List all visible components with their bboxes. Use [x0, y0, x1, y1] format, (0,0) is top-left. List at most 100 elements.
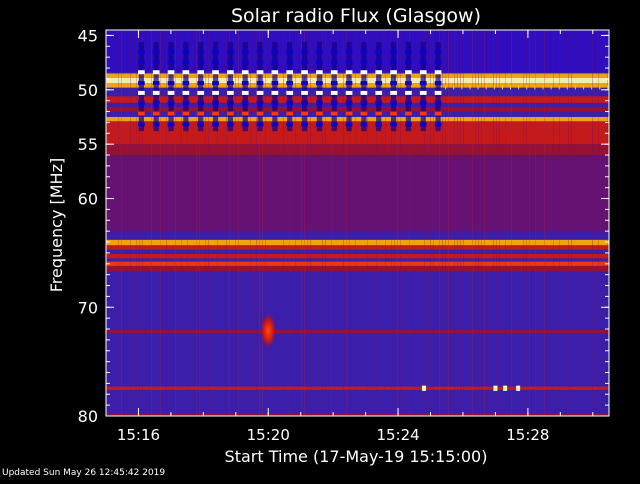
interference-mark	[345, 100, 353, 105]
noise-column	[259, 30, 260, 416]
interference-mark	[375, 70, 383, 75]
noise-column	[568, 30, 569, 416]
band-tick	[542, 85, 544, 90]
interference-column	[376, 41, 382, 132]
noise-column	[553, 30, 554, 416]
interference-mark	[330, 122, 338, 127]
interference-mark	[241, 90, 249, 95]
interference-mark	[182, 49, 190, 54]
interference-column	[287, 41, 293, 132]
interference-mark	[227, 90, 234, 95]
x-tick-label: 15:16	[117, 426, 160, 444]
interference-mark	[271, 90, 279, 95]
interference-mark	[390, 60, 397, 65]
interference-mark	[167, 81, 175, 86]
interference-column	[405, 41, 411, 132]
interference-mark	[241, 122, 249, 127]
noise-column	[526, 30, 527, 416]
interference-mark	[167, 111, 175, 116]
band-13	[106, 261, 609, 266]
interference-mark	[197, 49, 205, 54]
noise-column	[265, 30, 266, 416]
interference-mark	[405, 90, 412, 95]
noise-column	[121, 30, 122, 416]
noise-column	[142, 30, 143, 416]
band-tick	[526, 85, 528, 90]
noise-column	[208, 30, 209, 416]
interference-mark	[301, 100, 308, 105]
interference-mark	[152, 60, 160, 65]
interference-mark	[197, 81, 205, 86]
noise-column	[217, 30, 218, 416]
noise-column	[310, 30, 311, 416]
interference-mark	[138, 60, 145, 65]
y-tick-label: 45	[78, 26, 98, 45]
interference-mark	[227, 111, 234, 116]
y-tick-label: 55	[78, 135, 98, 154]
interference-column	[138, 41, 144, 132]
interference-mark	[167, 100, 175, 105]
noise-column	[475, 30, 476, 416]
interference-mark	[182, 100, 190, 105]
noise-column	[238, 30, 239, 416]
interference-mark	[152, 81, 160, 86]
band-2	[106, 83, 609, 88]
x-tick-label: 15:28	[506, 426, 549, 444]
band-tick	[534, 85, 536, 90]
interference-mark	[152, 90, 160, 95]
interference-mark	[138, 90, 145, 95]
interference-mark	[390, 49, 397, 54]
interference-mark	[167, 122, 175, 127]
noise-column	[151, 30, 152, 416]
band-4	[106, 107, 609, 112]
interference-mark	[345, 90, 353, 95]
noise-column	[478, 30, 479, 416]
noise-column	[304, 30, 305, 416]
noise-column	[472, 30, 473, 416]
noise-column	[346, 30, 347, 416]
interference-mark	[271, 60, 279, 65]
interference-mark	[197, 100, 205, 105]
band-tick	[477, 85, 479, 90]
interference-mark	[271, 122, 279, 127]
interference-region	[138, 41, 609, 132]
noise-column	[331, 30, 332, 416]
interference-mark	[390, 90, 397, 95]
noise-column	[493, 30, 494, 416]
noise-column	[592, 30, 593, 416]
interference-mark	[241, 49, 249, 54]
interference-mark	[212, 81, 219, 86]
noise-column	[400, 30, 401, 416]
interference-mark	[316, 49, 323, 54]
interference-mark	[182, 70, 190, 75]
interference-mark	[286, 90, 294, 95]
interference-mark	[375, 49, 383, 54]
y-tick-label: 50	[78, 81, 98, 100]
interference-mark	[419, 70, 427, 75]
interference-mark	[256, 70, 264, 75]
band-7	[106, 128, 609, 145]
interference-mark	[138, 70, 145, 75]
noise-column	[607, 30, 608, 416]
band-15	[106, 330, 609, 334]
interference-mark	[197, 60, 205, 65]
y-axis-label: Frequency [MHz]	[47, 158, 66, 292]
interference-mark	[301, 90, 308, 95]
noise-column	[463, 30, 464, 416]
noise-column	[367, 30, 368, 416]
interference-mark	[345, 81, 353, 86]
band-11	[106, 245, 609, 250]
interference-mark	[375, 90, 383, 95]
interference-mark	[227, 100, 234, 105]
interference-column	[316, 41, 322, 132]
interference-mark	[345, 70, 353, 75]
noise-column	[325, 30, 326, 416]
interference-mark	[301, 122, 308, 127]
interference-mark	[405, 49, 412, 54]
interference-mark	[241, 81, 249, 86]
noise-column	[394, 30, 395, 416]
chart-title: Solar radio Flux (Glasgow)	[231, 5, 481, 27]
interference-column	[183, 41, 189, 132]
interference-mark	[316, 81, 323, 86]
interference-mark	[227, 122, 234, 127]
